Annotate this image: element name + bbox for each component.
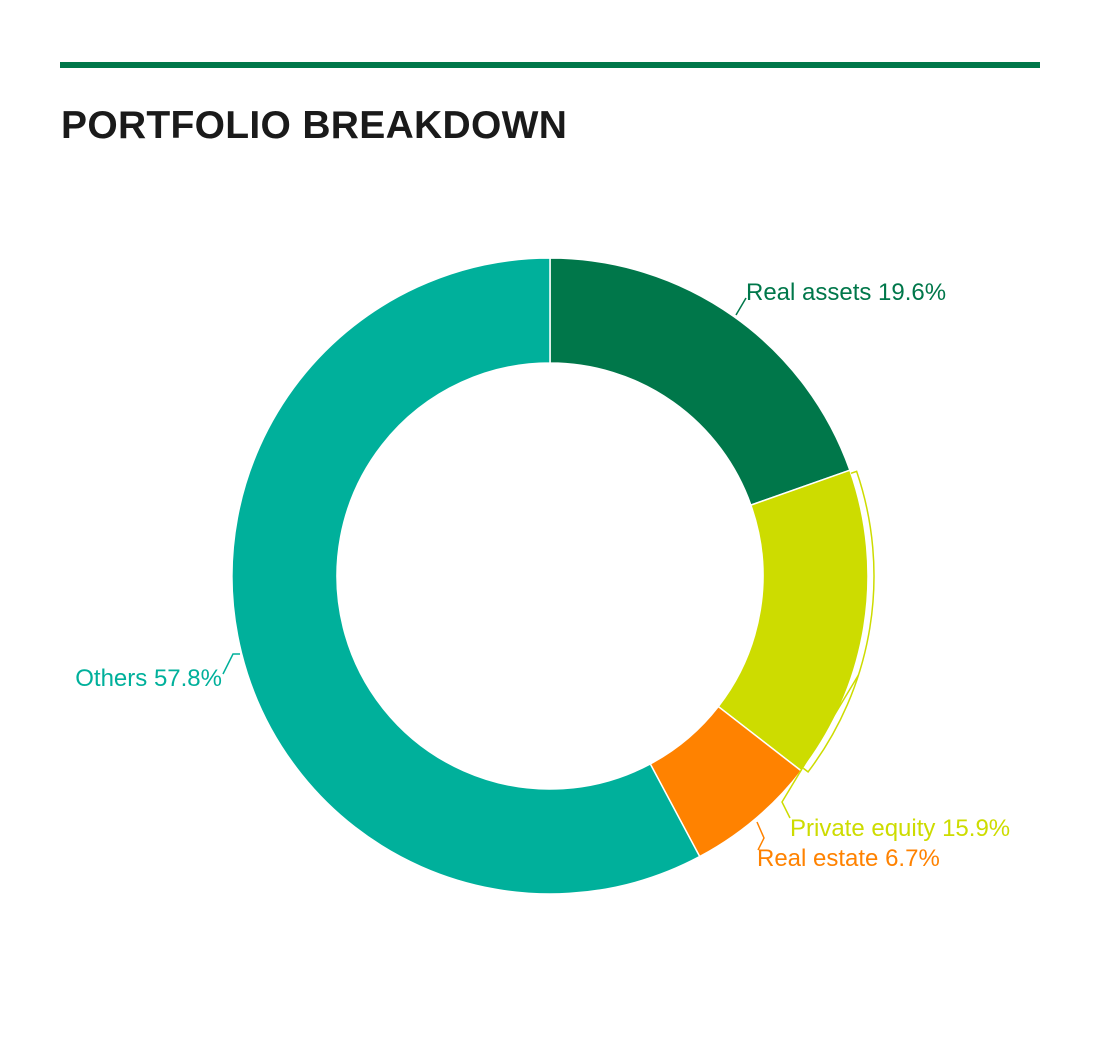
leader-private-equity (802, 470, 875, 773)
label-private-equity: Private equity 15.9% (790, 815, 1010, 842)
label-leaders (222, 297, 875, 851)
leader-real-assets (735, 297, 747, 316)
donut-slices (231, 257, 869, 895)
leader-connector-private-equity (781, 674, 860, 819)
top-rule (60, 62, 1040, 68)
label-others: Others 57.8% (75, 665, 222, 692)
leader-others (222, 653, 240, 675)
label-real-assets: Real assets 19.6% (746, 279, 946, 306)
slice-labels: Real assets 19.6% Private equity 15.9% Rea… (75, 279, 1010, 872)
page-title: PORTFOLIO BREAKDOWN (61, 104, 568, 147)
leader-real-estate (756, 821, 765, 851)
slice-others (231, 257, 701, 895)
label-real-estate: Real estate 6.7% (757, 845, 940, 872)
slice-real-assets (549, 257, 851, 507)
